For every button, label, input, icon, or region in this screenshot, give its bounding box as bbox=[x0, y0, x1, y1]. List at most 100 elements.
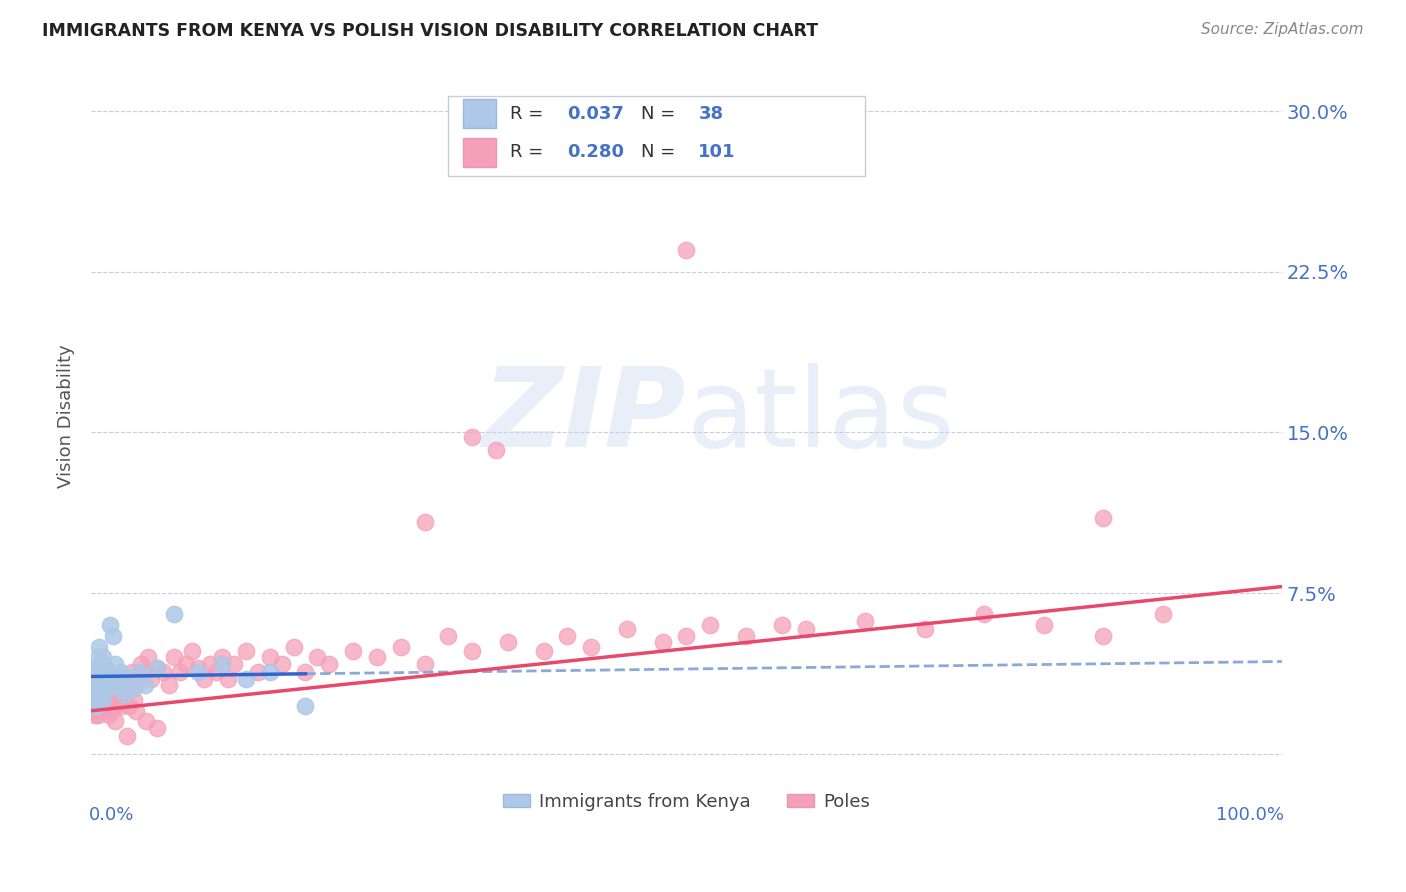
Point bbox=[91, 693, 114, 707]
Point bbox=[90, 687, 112, 701]
Point bbox=[100, 704, 122, 718]
Point bbox=[129, 657, 152, 671]
Point bbox=[193, 672, 215, 686]
Text: 0.280: 0.280 bbox=[568, 143, 624, 161]
Bar bbox=[463, 137, 496, 167]
Text: ZIP: ZIP bbox=[484, 363, 686, 470]
Point bbox=[97, 665, 120, 680]
Point bbox=[84, 699, 107, 714]
Point bbox=[136, 650, 159, 665]
Point bbox=[91, 665, 114, 680]
Point bbox=[187, 665, 209, 680]
Point bbox=[533, 147, 555, 161]
Y-axis label: Vision Disability: Vision Disability bbox=[58, 344, 75, 488]
Point bbox=[128, 672, 150, 686]
Point bbox=[90, 657, 112, 671]
Point bbox=[84, 665, 107, 680]
Point bbox=[93, 693, 115, 707]
Text: N =: N = bbox=[641, 104, 682, 123]
Point bbox=[259, 650, 281, 665]
Text: N =: N = bbox=[641, 143, 682, 161]
Point bbox=[413, 516, 436, 530]
Point bbox=[118, 699, 141, 714]
Point bbox=[104, 693, 127, 707]
Point bbox=[91, 650, 114, 665]
Point bbox=[235, 672, 257, 686]
Text: IMMIGRANTS FROM KENYA VS POLISH VISION DISABILITY CORRELATION CHART: IMMIGRANTS FROM KENYA VS POLISH VISION D… bbox=[42, 22, 818, 40]
Point bbox=[104, 657, 127, 671]
Point bbox=[283, 640, 305, 654]
Bar bbox=[463, 99, 496, 128]
Point bbox=[86, 661, 108, 675]
Point bbox=[121, 665, 143, 680]
Point bbox=[211, 650, 233, 665]
Point bbox=[86, 693, 108, 707]
Point bbox=[699, 618, 721, 632]
Point bbox=[115, 682, 138, 697]
Point bbox=[121, 682, 143, 697]
Point bbox=[86, 672, 108, 686]
Point bbox=[437, 629, 460, 643]
Point bbox=[205, 665, 228, 680]
Text: 38: 38 bbox=[699, 104, 724, 123]
Point bbox=[1152, 607, 1174, 622]
Point bbox=[90, 687, 112, 701]
Point bbox=[87, 678, 110, 692]
Point bbox=[581, 640, 603, 654]
Point bbox=[651, 635, 673, 649]
FancyBboxPatch shape bbox=[449, 96, 865, 177]
Point bbox=[83, 704, 105, 718]
Legend: Immigrants from Kenya, Poles: Immigrants from Kenya, Poles bbox=[496, 786, 877, 818]
Point bbox=[83, 682, 105, 697]
Point bbox=[163, 650, 186, 665]
Point bbox=[157, 678, 180, 692]
Point bbox=[89, 672, 111, 686]
Text: atlas: atlas bbox=[686, 363, 955, 470]
Point bbox=[270, 657, 292, 671]
Point bbox=[616, 623, 638, 637]
Point bbox=[96, 682, 118, 697]
Point bbox=[496, 635, 519, 649]
Point bbox=[89, 699, 111, 714]
Text: 0.0%: 0.0% bbox=[89, 806, 134, 824]
Point bbox=[145, 721, 167, 735]
Point bbox=[108, 687, 131, 701]
Point bbox=[111, 672, 134, 686]
Point bbox=[83, 708, 105, 723]
Point bbox=[134, 665, 156, 680]
Point bbox=[104, 714, 127, 729]
Point bbox=[139, 672, 162, 686]
Point bbox=[114, 693, 136, 707]
Point bbox=[294, 699, 316, 714]
Point bbox=[557, 629, 579, 643]
Point bbox=[413, 657, 436, 671]
Point bbox=[1092, 629, 1115, 643]
Point bbox=[794, 623, 817, 637]
Point bbox=[93, 672, 115, 686]
Point bbox=[145, 661, 167, 675]
Point bbox=[1032, 618, 1054, 632]
Point bbox=[83, 693, 105, 707]
Point bbox=[125, 678, 148, 692]
Point bbox=[83, 672, 105, 686]
Text: R =: R = bbox=[510, 143, 550, 161]
Point bbox=[307, 650, 329, 665]
Point bbox=[675, 629, 697, 643]
Point bbox=[86, 687, 108, 701]
Point bbox=[169, 665, 191, 680]
Point bbox=[83, 687, 105, 701]
Point bbox=[91, 682, 114, 697]
Point bbox=[98, 618, 121, 632]
Point bbox=[735, 629, 758, 643]
Point bbox=[110, 665, 132, 680]
Point bbox=[105, 678, 128, 692]
Point bbox=[86, 678, 108, 692]
Point bbox=[101, 682, 124, 697]
Text: 101: 101 bbox=[699, 143, 735, 161]
Point bbox=[96, 699, 118, 714]
Text: 0.037: 0.037 bbox=[568, 104, 624, 123]
Point bbox=[84, 699, 107, 714]
Point bbox=[318, 657, 340, 671]
Point bbox=[110, 699, 132, 714]
Point bbox=[461, 644, 484, 658]
